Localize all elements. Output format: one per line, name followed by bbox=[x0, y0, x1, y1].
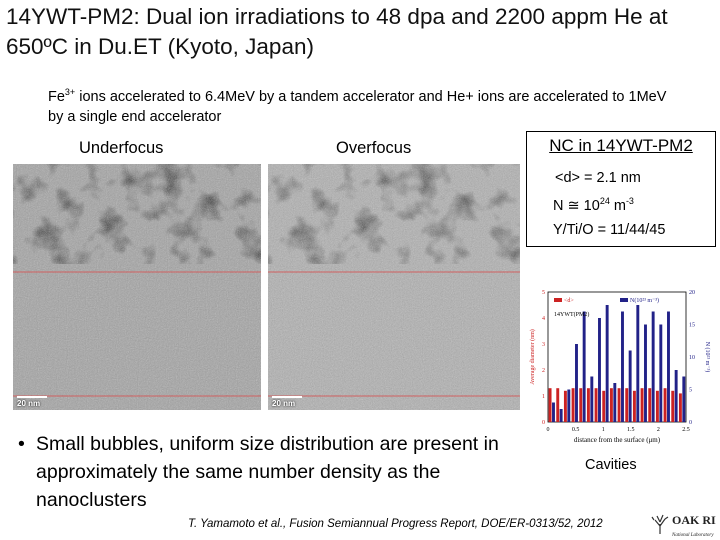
bar-density bbox=[605, 305, 609, 422]
bar-density bbox=[651, 311, 655, 422]
x-tick-label: 1 bbox=[602, 427, 605, 433]
nc-diameter: <d> = 2.1 nm bbox=[555, 170, 641, 186]
x-tick-label: 1.5 bbox=[627, 427, 635, 433]
bar-density bbox=[567, 389, 571, 422]
y-tick-label: 5 bbox=[542, 290, 545, 296]
legend-swatch-diameter bbox=[554, 298, 562, 302]
tem-image-overfocus: 20 nm bbox=[268, 164, 520, 410]
bar-diameter bbox=[594, 388, 598, 422]
bar-density bbox=[582, 311, 586, 422]
scale-bar bbox=[272, 396, 302, 398]
intro-fe: Fe bbox=[48, 89, 65, 105]
bar-density bbox=[613, 383, 617, 422]
y-tick-label: 3 bbox=[542, 342, 545, 348]
tem-texture-underfocus bbox=[13, 164, 261, 410]
bar-density bbox=[575, 344, 578, 422]
bar-diameter bbox=[648, 388, 652, 422]
intro-text: Fe3+ ions accelerated to 6.4MeV by a tan… bbox=[48, 87, 668, 127]
bar-diameter bbox=[678, 393, 682, 422]
bar-diameter bbox=[579, 388, 583, 422]
scale-bar bbox=[17, 396, 47, 398]
bar-density bbox=[667, 311, 670, 422]
slide-title: 14YWT-PM2: Dual ion irradiations to 48 d… bbox=[6, 4, 668, 59]
bar-diameter bbox=[586, 388, 590, 422]
legend-label-density: N(10²³ m⁻³) bbox=[630, 297, 659, 304]
scale-bar-label: 20 nm bbox=[17, 399, 41, 408]
nc-density-unit-exp: -3 bbox=[625, 196, 634, 206]
bar-density bbox=[628, 350, 632, 422]
y-tick-label: 0 bbox=[542, 420, 545, 426]
bar-diameter bbox=[602, 390, 606, 422]
underfocus-label: Underfocus bbox=[79, 139, 164, 157]
overfocus-label: Overfocus bbox=[336, 139, 412, 157]
oak-ridge-logo: OAK RIDGE National Laboratory bbox=[651, 513, 716, 538]
logo-subtext: National Laboratory bbox=[671, 533, 714, 538]
bar-diameter bbox=[617, 388, 621, 422]
bar-diameter bbox=[655, 390, 659, 422]
bar-diameter bbox=[609, 388, 613, 422]
nc-density: N ≅ 1024 m-3 bbox=[553, 196, 634, 214]
chart-inset-label: 14YWT(PM2) bbox=[554, 311, 589, 318]
bar-density bbox=[621, 311, 624, 422]
y2-tick-label: 10 bbox=[689, 355, 695, 361]
logo-text: OAK RIDGE bbox=[672, 513, 716, 527]
tree-icon bbox=[651, 514, 669, 534]
bar-diameter bbox=[663, 388, 667, 422]
bar-diameter bbox=[571, 388, 575, 422]
y-tick-label: 1 bbox=[542, 394, 545, 400]
bar-density bbox=[659, 324, 663, 422]
bar-density bbox=[559, 409, 563, 422]
chart-caption: Cavities bbox=[585, 457, 637, 473]
bar-diameter bbox=[632, 390, 636, 422]
nc-box-title: NC in 14YWT-PM2 bbox=[549, 136, 693, 155]
bar-density bbox=[644, 324, 647, 422]
intro-fe-charge: 3+ bbox=[64, 87, 76, 98]
bar-diameter bbox=[625, 388, 629, 422]
nc-density-exp: 24 bbox=[599, 196, 610, 206]
bar-density bbox=[636, 305, 640, 422]
bullet-dot-icon: • bbox=[18, 433, 25, 455]
y-tick-label: 2 bbox=[542, 368, 545, 374]
bar-density bbox=[598, 318, 601, 422]
scale-bar-label: 20 nm bbox=[272, 399, 296, 408]
nc-density-unit: m bbox=[609, 197, 626, 214]
legend-label-diameter: <d> bbox=[564, 298, 574, 304]
bar-diameter bbox=[556, 388, 560, 422]
x-axis-label: distance from the surface (μm) bbox=[574, 436, 661, 444]
tem-image-underfocus: 20 nm bbox=[13, 164, 261, 410]
bar-density bbox=[682, 376, 686, 422]
y2-tick-label: 15 bbox=[689, 323, 695, 329]
nc-density-prefix: N ≅ 10 bbox=[553, 197, 600, 214]
legend-swatch-density bbox=[620, 298, 628, 302]
bar-density bbox=[590, 376, 594, 422]
x-tick-label: 2 bbox=[657, 427, 660, 433]
tem-texture-overfocus bbox=[268, 164, 520, 410]
bullet-text: Small bubbles, uniform size distribution… bbox=[36, 433, 499, 511]
y-axis-label: Average diameter (nm) bbox=[529, 329, 536, 385]
x-tick-label: 2.5 bbox=[682, 427, 690, 433]
bar-density bbox=[552, 402, 555, 422]
x-tick-label: 0 bbox=[547, 427, 550, 433]
bar-diameter bbox=[671, 390, 675, 422]
y2-tick-label: 20 bbox=[689, 290, 695, 296]
nanocluster-info-box: NC in 14YWT-PM2 <d> = 2.1 nm N ≅ 1024 m-… bbox=[526, 131, 716, 247]
bar-diameter bbox=[640, 388, 644, 422]
bar-density bbox=[674, 370, 678, 422]
x-tick-label: 0.5 bbox=[572, 427, 580, 433]
bar-diameter bbox=[548, 388, 552, 422]
citation: T. Yamamoto et al., Fusion Semiannual Pr… bbox=[188, 518, 603, 530]
y2-axis-label: N (10²³ m⁻³) bbox=[704, 342, 711, 373]
intro-body: ions accelerated to 6.4MeV by a tandem a… bbox=[48, 89, 667, 125]
nc-composition-ratio: Y/Ti/O = 11/44/45 bbox=[553, 222, 666, 238]
y2-tick-label: 0 bbox=[689, 420, 692, 426]
chart-frame bbox=[547, 291, 687, 423]
y-tick-label: 4 bbox=[542, 316, 545, 322]
bar-diameter bbox=[563, 390, 567, 422]
y2-tick-label: 5 bbox=[689, 388, 692, 394]
